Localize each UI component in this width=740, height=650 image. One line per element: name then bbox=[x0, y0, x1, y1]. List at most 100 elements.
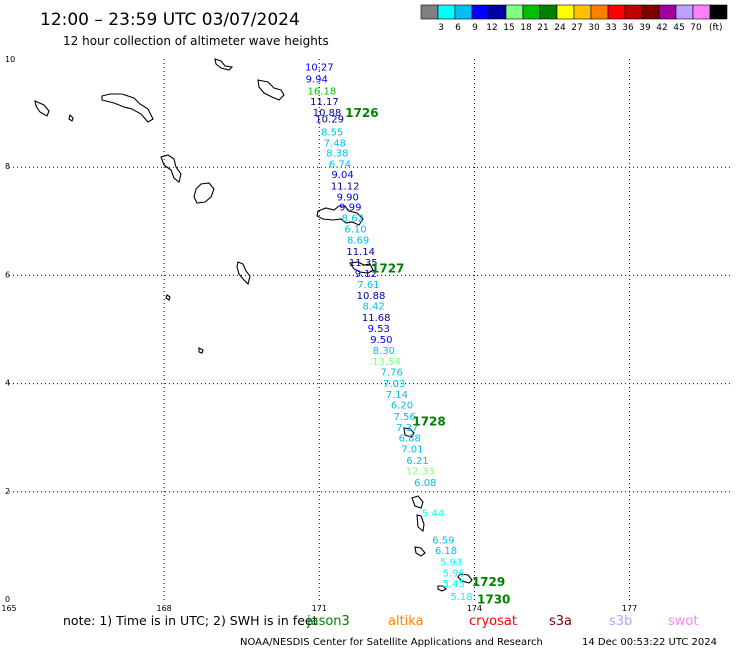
colorbar-label: 36 bbox=[622, 23, 634, 33]
wave-height-label: 8.30 bbox=[373, 346, 395, 357]
x-tick-label: 177 bbox=[622, 604, 637, 613]
x-tick-label: 165 bbox=[1, 604, 16, 613]
island-outline bbox=[193, 182, 215, 204]
satellite-legend-item: altika bbox=[388, 614, 424, 629]
colorbar-swatch bbox=[590, 4, 609, 20]
wave-height-label: 8.42 bbox=[362, 302, 384, 313]
wave-height-label: 7.48 bbox=[324, 138, 346, 149]
wave-height-label: 5.44 bbox=[422, 508, 444, 519]
island-outline bbox=[236, 261, 251, 286]
wave-height-label: 7.76 bbox=[381, 368, 403, 379]
colorbar-swatch bbox=[709, 4, 728, 20]
wave-height-label: 12.33 bbox=[406, 467, 435, 478]
hour-label: 1729 bbox=[472, 575, 505, 589]
colorbar-swatch bbox=[658, 4, 677, 20]
wave-height-label: 9.53 bbox=[368, 324, 390, 335]
colorbar-label: 24 bbox=[554, 23, 566, 33]
colorbar-swatch bbox=[675, 4, 694, 20]
footer-credit: NOAA/NESDIS Center for Satellite Applica… bbox=[240, 637, 543, 648]
island-outline bbox=[34, 100, 50, 117]
footer-timestamp: 14 Dec 00:53:22 UTC 2024 bbox=[582, 637, 717, 648]
island-outline bbox=[416, 514, 425, 533]
hour-labels: 1726 1727 1728 1729 1730 bbox=[345, 106, 510, 606]
wave-height-label: 8.69 bbox=[347, 236, 369, 247]
wave-height-label: 11.35 bbox=[349, 258, 378, 269]
x-tick-label: 171 bbox=[312, 604, 327, 613]
satellite-legend-item: s3a bbox=[549, 614, 572, 629]
colorbar-swatch bbox=[539, 4, 558, 20]
wave-height-label: 11.12 bbox=[331, 182, 360, 193]
wave-height-label: 7.37 bbox=[396, 423, 418, 434]
colorbar-label: 70 bbox=[690, 23, 702, 33]
colorbar-label: 33 bbox=[605, 23, 616, 33]
footer-note: note: 1) Time is in UTC; 2) SWH is in fe… bbox=[63, 613, 318, 628]
wave-height-label: 6.88 bbox=[399, 434, 421, 445]
map-grid bbox=[9, 59, 733, 600]
island-outlines bbox=[34, 58, 473, 592]
wave-height-label: 7.56 bbox=[393, 412, 415, 423]
colorbar-swatch bbox=[641, 4, 660, 20]
satellite-legend-item: s3b bbox=[609, 614, 632, 629]
colorbar-label: 39 bbox=[639, 23, 651, 33]
axis-ticks: 165 168 171 174 177 0 2 4 6 8 10 bbox=[1, 55, 637, 613]
wave-height-label: 7.03 bbox=[383, 379, 405, 390]
island-outline bbox=[437, 585, 447, 592]
satellite-legend-item: cryosat bbox=[469, 614, 517, 629]
island-outline bbox=[411, 495, 424, 509]
colorbar-swatch bbox=[624, 4, 643, 20]
wave-height-label: 10.88 bbox=[357, 291, 386, 302]
wave-height-label: 5.45 bbox=[443, 579, 465, 590]
wave-height-label: 6.18 bbox=[435, 546, 457, 557]
colorbar-label: 30 bbox=[588, 23, 600, 33]
wave-height-label: 7.61 bbox=[357, 280, 379, 291]
colorbar-label: 18 bbox=[520, 23, 532, 33]
wave-height-label: 7.14 bbox=[386, 390, 408, 401]
colorbar-swatch bbox=[607, 4, 626, 20]
colorbar-label: 3 bbox=[438, 23, 444, 33]
y-tick-label: 2 bbox=[5, 487, 10, 496]
wave-height-label: 6.21 bbox=[406, 456, 428, 467]
island-outline bbox=[68, 113, 74, 122]
colorbar-swatch bbox=[488, 4, 507, 20]
wave-height-label: 10.88 bbox=[313, 108, 342, 119]
wave-height-label: 6.20 bbox=[391, 401, 413, 412]
island-outline bbox=[414, 546, 426, 557]
wave-height-label: 8.55 bbox=[321, 127, 343, 138]
island-outline bbox=[257, 79, 285, 101]
colorbar-label: 12 bbox=[486, 23, 497, 33]
wave-height-label: 9.04 bbox=[331, 170, 353, 181]
wave-height-label: 13.54 bbox=[372, 357, 401, 368]
colorbar-label: 15 bbox=[503, 23, 514, 33]
wave-height-label: 10.27 bbox=[305, 63, 334, 74]
colorbar-swatch bbox=[556, 4, 575, 20]
y-tick-label: 4 bbox=[5, 379, 10, 388]
wave-height-readings: 10.279.9416.1811.1710.8810.298.557.488.3… bbox=[305, 63, 473, 604]
colorbar-swatch bbox=[505, 4, 524, 20]
colorbar-label: 6 bbox=[455, 23, 461, 33]
hour-label: 1727 bbox=[371, 261, 404, 275]
hour-label: 1728 bbox=[412, 414, 445, 428]
island-outline bbox=[403, 427, 415, 438]
colorbar-swatch bbox=[522, 4, 541, 20]
y-tick-label: 6 bbox=[5, 270, 10, 279]
wave-height-label: 8.38 bbox=[326, 149, 348, 160]
colorbar-swatch bbox=[454, 4, 473, 20]
wave-height-label: 6.59 bbox=[432, 535, 454, 546]
island-outline bbox=[160, 154, 182, 183]
wave-height-label: 6.10 bbox=[344, 224, 366, 235]
wave-height-label: 6.08 bbox=[414, 478, 436, 489]
wave-height-label: 9.90 bbox=[337, 192, 359, 203]
wave-height-label: 8.62 bbox=[342, 214, 364, 225]
wave-height-label: 6.74 bbox=[329, 159, 351, 170]
wave-height-label: 10.29 bbox=[315, 115, 344, 126]
x-tick-label: 168 bbox=[157, 604, 172, 613]
colorbar-label: 9 bbox=[472, 23, 478, 33]
colorbar-label: 27 bbox=[571, 23, 582, 33]
wave-height-label: 5.93 bbox=[440, 558, 462, 569]
satellite-legend-item: swot bbox=[668, 614, 698, 629]
hour-label: 1730 bbox=[477, 592, 510, 606]
colorbar-swatch bbox=[420, 4, 439, 20]
chart-subtitle: 12 hour collection of altimeter wave hei… bbox=[63, 34, 329, 48]
colorbar-label: 21 bbox=[537, 23, 548, 33]
